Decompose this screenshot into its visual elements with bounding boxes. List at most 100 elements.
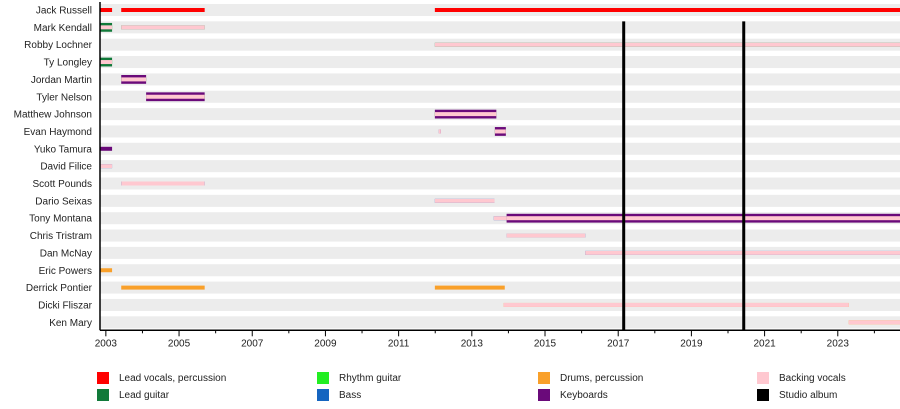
x-tick-label: 2007 (241, 338, 264, 349)
tenure-bar (121, 75, 147, 84)
row-background (100, 194, 900, 207)
tenure-bar (506, 213, 900, 223)
tenure-bar (503, 302, 849, 307)
tenure-bar (100, 164, 113, 169)
legend-item-bass: Bass (317, 389, 361, 401)
member-label: David Filice (40, 162, 92, 173)
legend-label: Bass (339, 389, 362, 401)
bar-backing (434, 42, 900, 47)
legend-label: Drums, percussion (560, 372, 644, 384)
legend-item-drums: Drums, percussion (538, 372, 643, 384)
bar-backing (121, 25, 205, 30)
member-label: Tyler Nelson (36, 92, 92, 103)
tenure-bar (848, 320, 900, 325)
legend-item-album: Studio album (757, 389, 837, 401)
bar-drums (100, 268, 113, 273)
x-tick-label: 2013 (461, 338, 484, 349)
member-label: Ken Mary (49, 318, 92, 329)
tenure-bar (494, 127, 506, 136)
legend-swatch (757, 372, 769, 384)
bar-backing (848, 320, 900, 325)
bar-backing (121, 181, 205, 186)
x-tick-label: 2021 (753, 338, 776, 349)
member-label: Jordan Martin (31, 75, 92, 86)
bar-backing (121, 77, 147, 82)
tenure-bar (100, 146, 113, 151)
x-tick-label: 2019 (680, 338, 703, 349)
tenure-bar (434, 285, 505, 290)
member-label: Jack Russell (36, 6, 92, 17)
tenure-bar (438, 129, 441, 134)
x-tick-label: 2005 (168, 338, 191, 349)
bar-keys (100, 146, 113, 151)
row-background (100, 142, 900, 155)
bar-backing (100, 60, 113, 65)
legend-item-lead: Lead guitar (97, 389, 169, 401)
tenure-bar (506, 233, 586, 238)
legend-swatch (757, 389, 769, 401)
legend-label: Lead guitar (119, 389, 170, 401)
bar-backing (438, 129, 441, 134)
row-background (100, 316, 900, 329)
legend-label: Keyboards (560, 389, 608, 401)
row-background (100, 56, 900, 69)
bar-backing (434, 112, 497, 117)
tenure-bar (100, 8, 113, 12)
row-background (100, 298, 900, 311)
bar-backing (434, 198, 495, 203)
legend-swatch (538, 372, 550, 384)
legend-swatch (317, 389, 329, 401)
row-background (100, 21, 900, 34)
tenure-bar (121, 25, 205, 30)
row-background (100, 160, 900, 173)
bar-vocals (100, 8, 113, 12)
member-label: Robby Lochner (24, 40, 92, 51)
legend-item-keys: Keyboards (538, 389, 608, 401)
member-label: Dan McNay (40, 248, 92, 259)
tenure-bar (121, 8, 205, 12)
member-label: Yuko Tamura (34, 144, 93, 155)
bar-backing (503, 302, 849, 307)
x-tick-label: 2011 (388, 338, 410, 349)
tenure-bar (434, 109, 497, 119)
member-label: Dario Seixas (35, 196, 92, 207)
row-background (100, 246, 900, 259)
legend-swatch (317, 372, 329, 384)
bar-backing (506, 216, 900, 221)
legend-item-vocals: Lead vocals, percussion (97, 372, 226, 384)
timeline-chart: Jack Russell Mark Kendall Robby Lochner Ty … (14, 2, 900, 349)
tenure-bar (434, 42, 900, 47)
member-label: Matthew Johnson (14, 110, 92, 121)
bar-vocals (121, 8, 205, 12)
member-label: Evan Haymond (24, 127, 92, 138)
bar-drums (434, 285, 505, 290)
row-background (100, 264, 900, 277)
bar-backing (494, 129, 506, 134)
member-label: Eric Powers (39, 266, 92, 277)
tenure-bar (121, 181, 205, 186)
legend-label: Backing vocals (779, 372, 846, 384)
bar-backing (506, 233, 586, 238)
row-background (100, 177, 900, 190)
member-label: Mark Kendall (34, 23, 92, 34)
member-label: Ty Longley (44, 58, 92, 69)
row-background (100, 73, 900, 86)
x-tick-label: 2003 (95, 338, 118, 349)
bar-backing (493, 216, 507, 221)
member-label: Chris Tristram (30, 231, 92, 242)
tenure-bar (100, 268, 113, 273)
bar-backing (100, 25, 113, 30)
legend-label: Studio album (779, 389, 838, 401)
row-background (100, 229, 900, 242)
bar-backing (100, 164, 113, 169)
x-tick-label: 2017 (607, 338, 630, 349)
legend-item-rhythm: Rhythm guitar (317, 372, 401, 384)
tenure-bar (146, 92, 205, 102)
tenure-bar (100, 22, 113, 32)
tenure-bar (434, 198, 495, 203)
x-tick-label: 2009 (314, 338, 337, 349)
x-tick-label: 2015 (534, 338, 557, 349)
legend-item-backing: Backing vocals (757, 372, 846, 384)
row-background (100, 108, 900, 121)
tenure-bar (100, 57, 113, 67)
